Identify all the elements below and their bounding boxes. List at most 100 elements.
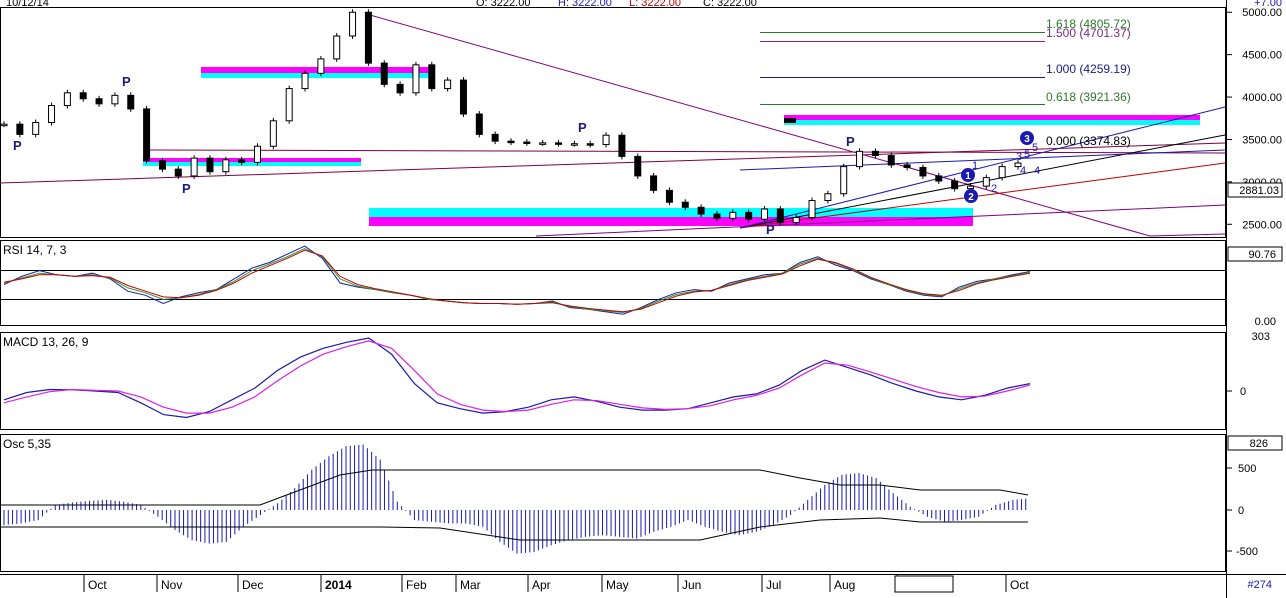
zone-mid: [143, 158, 361, 162]
candle-body: [523, 141, 531, 145]
header-close: C: 3222.00: [703, 0, 757, 9]
rsi-series-line: [3, 249, 1031, 313]
candle-body: [206, 157, 214, 173]
oscillator-panel[interactable]: Osc 5,35: [0, 437, 1029, 554]
fib-ratio: 0.000: [1046, 134, 1079, 148]
candle-body: [111, 94, 119, 105]
candle-body: [174, 168, 182, 177]
candle-body: [317, 58, 325, 74]
candle-body: [903, 164, 911, 168]
candle-body: [808, 200, 816, 218]
candle-body: [729, 211, 737, 219]
rsi-panel[interactable]: RSI 14, 7, 3: [0, 243, 1225, 315]
zone-right: [784, 115, 1200, 120]
fib-value: (4701.37): [1079, 26, 1130, 40]
candle-body: [79, 92, 87, 100]
zone-upper: [201, 67, 429, 73]
pivot-label: P: [846, 134, 855, 149]
candle-body: [301, 72, 309, 90]
candle-body: [856, 150, 864, 168]
fib-value: (4259.19): [1079, 62, 1130, 76]
bar-count-label: #274: [1248, 579, 1272, 591]
candle-body: [776, 208, 784, 224]
subwave-label: 2: [991, 183, 997, 195]
wave-3-marker: [1020, 131, 1034, 145]
macd-tick-zero: 0: [1240, 386, 1246, 398]
osc-title: Osc 5,35: [3, 437, 51, 451]
header-date: 10/12/14: [6, 0, 49, 9]
pivot-markers: P P P P P P: [13, 74, 855, 237]
candle-body: [127, 94, 135, 110]
candle-body: [1014, 162, 1022, 168]
candle-body: [840, 166, 848, 195]
osc-tick-neg500: -500: [1236, 546, 1258, 558]
subwave-label: 3: [1016, 151, 1022, 163]
zone-right-cyan: [784, 120, 1200, 125]
candle-body: [919, 166, 927, 177]
candle-body: [412, 64, 420, 94]
candle-body: [269, 120, 277, 147]
candle-body: [285, 88, 293, 122]
fib-value: (4805.72): [1079, 17, 1130, 31]
candle-body: [16, 123, 24, 135]
rsi-tick-bottom: 0.00: [1255, 316, 1276, 328]
candle-body: [143, 108, 151, 162]
price-tick-label: 4000.00: [1242, 92, 1282, 104]
fib-lines: [760, 32, 1045, 105]
zone-mid-cyan: [143, 162, 361, 166]
fib-value: (3374.83): [1079, 134, 1130, 148]
subwave-label: 5: [1032, 142, 1038, 154]
candle-body: [491, 133, 499, 142]
candle-body: [63, 92, 71, 107]
osc-tick-value: 826: [1250, 438, 1268, 450]
candle-body: [998, 166, 1006, 179]
osc-tick-0: 0: [1238, 505, 1244, 517]
candle-body: [951, 180, 959, 190]
last-value-label: 2881.03: [1239, 185, 1279, 197]
macd-title: MACD 13, 26, 9: [3, 335, 89, 349]
candle-body: [349, 11, 357, 37]
fib-level-label: 0.000 (3374.83): [1046, 134, 1131, 148]
macd-panel[interactable]: MACD 13, 26, 9: [3, 335, 1031, 419]
candle-body: [459, 79, 467, 115]
price-tick-label: 2500.00: [1242, 219, 1282, 231]
candle-body: [713, 213, 721, 219]
candle-body: [190, 157, 198, 177]
zone-lower-cyan: [369, 208, 973, 217]
fib-level-label: 1.000 (4259.19): [1046, 62, 1131, 76]
time-tick-label: May: [606, 578, 629, 592]
subwave-label: 4: [1020, 165, 1026, 177]
candle-body: [222, 159, 230, 173]
pivot-label: P: [122, 74, 131, 89]
candle-body: [602, 134, 610, 146]
zone-right-black: [784, 118, 796, 123]
time-tick-label: Oct: [1010, 578, 1029, 592]
subwave-label: 4: [1034, 165, 1040, 177]
osc-value-box: [1227, 435, 1283, 451]
wave-2-label: 2: [968, 192, 974, 203]
candle-body: [428, 64, 436, 90]
time-tick-label: Jun: [682, 578, 701, 592]
time-tick-label: Apr: [532, 578, 551, 592]
candle-body: [935, 175, 943, 182]
candle-body: [570, 143, 578, 146]
candle-body: [824, 193, 832, 202]
fib-ratio: 1.618: [1046, 17, 1079, 31]
candle-body: [238, 159, 246, 163]
candle-body: [364, 11, 372, 64]
candle-body: [380, 62, 388, 85]
pivot-label: P: [766, 222, 775, 237]
time-tick-label: Mar: [460, 578, 481, 592]
wave-1-marker: [961, 168, 975, 182]
price-panel[interactable]: 1.618 (4805.72)1.500 (4701.37) 1.000 (425…: [0, 9, 1226, 237]
candle-body: [254, 145, 261, 163]
candle-body: [618, 134, 626, 157]
zone-boxes: [143, 67, 1200, 226]
pivot-label: P: [182, 181, 191, 196]
price-candles: [0, 9, 1022, 226]
header-bar: 10/12/14 O: 3222.00 H: 3222.00 L: 3222.0…: [6, 0, 1282, 9]
candle-body: [158, 160, 166, 170]
wave-1-label: 1: [965, 171, 971, 182]
macd-tick-top: 303: [1252, 331, 1270, 343]
